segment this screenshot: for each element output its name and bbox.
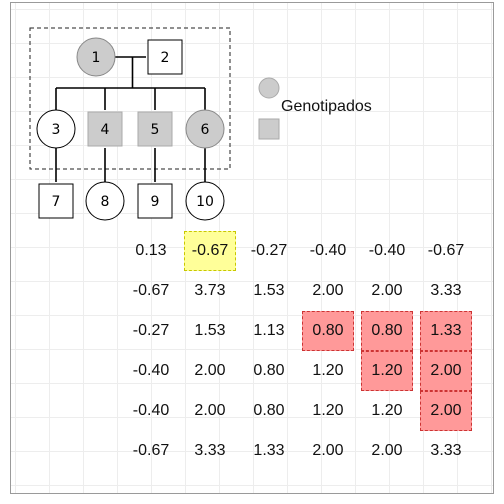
female-symbol: [185, 181, 225, 221]
matrix-cell-r3-c4: 0.80: [302, 311, 354, 351]
matrix-cell-r5-c4: 1.20: [312, 402, 344, 419]
canvas-frame: [10, 2, 494, 494]
male-symbol: [137, 111, 173, 147]
pedigree-edges: [55, 56, 206, 182]
matrix-cell-r2-c5: 2.00: [371, 282, 403, 299]
matrix-cell-r4-c1: -0.40: [132, 362, 170, 379]
female-symbol: [85, 181, 125, 221]
female-symbol: [36, 109, 76, 149]
male-symbol: [38, 183, 74, 219]
individual-label: 4: [101, 122, 110, 138]
male-symbol: [137, 183, 173, 219]
matrix-cell-r5-c3: 0.80: [253, 402, 285, 419]
individual-9: 9: [137, 183, 173, 219]
individual-1: 1: [76, 37, 116, 77]
legend-label: Genotipados: [281, 98, 372, 115]
matrix-cell-r4-c2: 2.00: [194, 362, 226, 379]
individual-5: 5: [137, 111, 173, 147]
matrix-cell-r3-c6: 1.33: [420, 311, 472, 351]
male-symbol: [87, 111, 123, 147]
matrix-cell-r5-c6: 2.00: [420, 391, 472, 431]
individual-label: 10: [196, 194, 214, 210]
matrix-cell-r1-c4: -0.40: [309, 242, 347, 259]
matrix-cell-r5-c5: 1.20: [371, 402, 403, 419]
matrix-cell-r2-c3: 1.53: [253, 282, 285, 299]
individual-10: 10: [185, 181, 225, 221]
individual-label: 8: [101, 194, 110, 210]
legend: [258, 77, 280, 140]
individual-label: 9: [151, 194, 160, 210]
individual-label: 5: [151, 122, 160, 138]
genotyped-family-box: [29, 27, 231, 170]
matrix-cell-r1-c6: -0.67: [427, 242, 465, 259]
legend-square-swatch: [258, 118, 280, 140]
legend-circle-swatch: [258, 77, 280, 99]
male-symbol: [147, 39, 183, 75]
individual-3: 3: [36, 109, 76, 149]
female-symbol: [185, 109, 225, 149]
matrix-cell-r1-c2: -0.67: [184, 231, 236, 271]
matrix-cell-r3-c1: -0.27: [132, 322, 170, 339]
matrix-cell-r5-c2: 2.00: [194, 402, 226, 419]
female-symbol: [76, 37, 116, 77]
individual-7: 7: [38, 183, 74, 219]
individual-label: 3: [52, 122, 61, 138]
individual-8: 8: [85, 181, 125, 221]
matrix-cell-r3-c5: 0.80: [361, 311, 413, 351]
matrix-cell-r4-c3: 0.80: [253, 362, 285, 379]
matrix-cell-r3-c2: 1.53: [194, 322, 226, 339]
individual-6: 6: [185, 109, 225, 149]
matrix-cell-r4-c6: 2.00: [420, 351, 472, 391]
matrix-cell-r6-c4: 2.00: [312, 442, 344, 459]
matrix-cell-r4-c5: 1.20: [361, 351, 413, 391]
matrix-cell-r2-c2: 3.73: [194, 282, 226, 299]
matrix-cell-r4-c4: 1.20: [312, 362, 344, 379]
individual-4: 4: [87, 111, 123, 147]
matrix-cell-r2-c4: 2.00: [312, 282, 344, 299]
matrix-cell-r2-c1: -0.67: [132, 282, 170, 299]
pedigree-nodes: 1 2 3 4 5 6 7 8 9 10: [36, 37, 225, 221]
individual-label: 7: [52, 194, 61, 210]
individual-label: 1: [92, 50, 101, 66]
matrix-cell-r6-c2: 3.33: [194, 442, 226, 459]
matrix-cell-r6-c3: 1.33: [253, 442, 285, 459]
matrix-cell-r1-c5: -0.40: [368, 242, 406, 259]
matrix-cell-r6-c6: 3.33: [430, 442, 462, 459]
individual-label: 6: [201, 122, 210, 138]
individual-label: 2: [161, 50, 170, 66]
matrix-cell-r1-c1: 0.13: [135, 242, 167, 259]
matrix-cell-r2-c6: 3.33: [430, 282, 462, 299]
individual-2: 2: [147, 39, 183, 75]
matrix-cell-r1-c3: -0.27: [250, 242, 288, 259]
matrix-cell-r3-c3: 1.13: [253, 322, 285, 339]
matrix-cell-r6-c1: -0.67: [132, 442, 170, 459]
matrix-cell-r5-c1: -0.40: [132, 402, 170, 419]
matrix-cell-r6-c5: 2.00: [371, 442, 403, 459]
